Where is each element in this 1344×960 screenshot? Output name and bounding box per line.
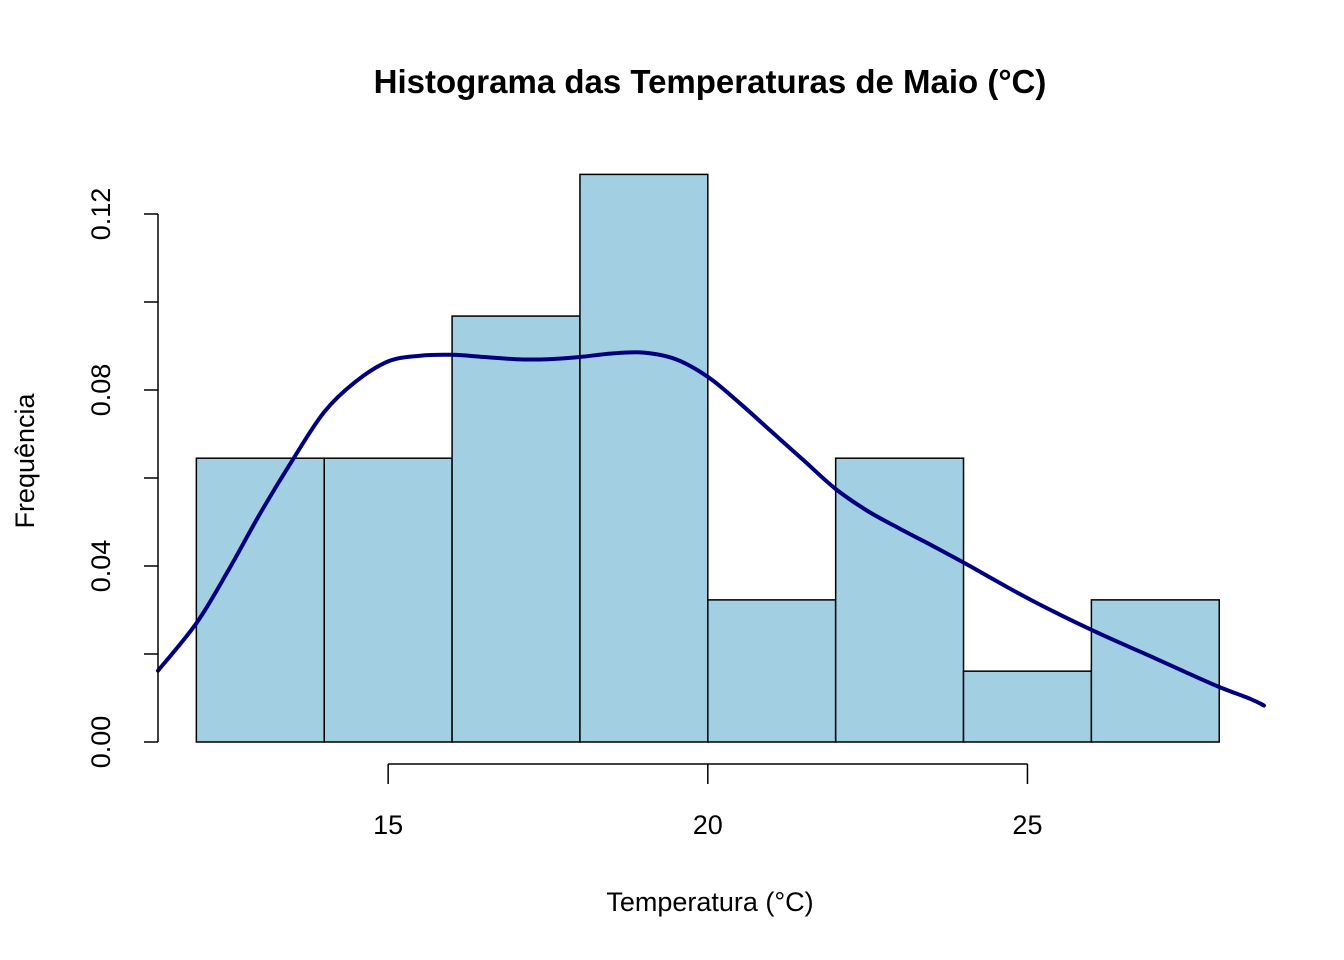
x-tick-label: 25 <box>1012 810 1042 840</box>
y-tick-label: 0.08 <box>86 364 116 417</box>
y-axis: 0.00 0.04 0.08 0.12 <box>86 188 159 769</box>
histogram-bar-3 <box>451 315 581 743</box>
histogram-bar-8 <box>1090 599 1220 743</box>
histogram-bar-5 <box>707 599 837 743</box>
histogram-bars <box>195 173 1220 743</box>
density-curve-layer <box>156 350 1266 708</box>
y-tick-label: 0.04 <box>86 540 116 593</box>
density-curve <box>156 350 1266 708</box>
x-axis-label: Temperatura (°C) <box>606 887 813 917</box>
chart-title: Histograma das Temperaturas de Maio (°C) <box>374 63 1047 100</box>
histogram-bar-2 <box>323 457 453 743</box>
y-axis-label: Frequência <box>10 392 40 528</box>
x-axis: 15 20 25 <box>373 763 1042 840</box>
histogram-bar-7 <box>962 670 1093 743</box>
histogram-bar-1 <box>195 457 325 743</box>
y-tick-label: 0.00 <box>86 716 116 769</box>
histogram-bar-4 <box>579 173 709 743</box>
x-tick-label: 15 <box>373 810 403 840</box>
y-tick-label: 0.12 <box>86 188 116 241</box>
x-tick-label: 20 <box>693 810 723 840</box>
